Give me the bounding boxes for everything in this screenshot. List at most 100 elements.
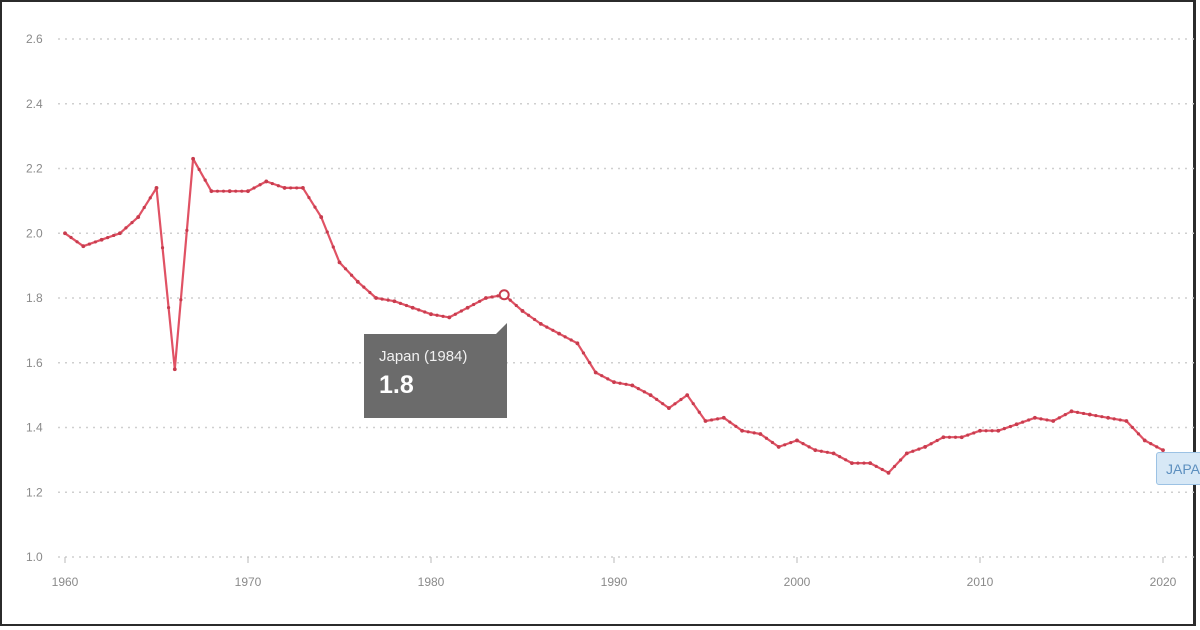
data-point[interactable] xyxy=(813,448,818,453)
data-point[interactable] xyxy=(538,322,543,326)
data-point[interactable] xyxy=(319,215,324,219)
data-point[interactable] xyxy=(776,445,781,449)
data-point[interactable] xyxy=(1161,448,1165,453)
data-point[interactable] xyxy=(337,260,342,265)
data-point[interactable] xyxy=(703,419,708,423)
line-dot xyxy=(106,235,110,240)
y-tick-label: 2.6 xyxy=(26,32,43,46)
line-dot xyxy=(587,360,592,365)
data-point[interactable] xyxy=(575,341,580,346)
line-dot xyxy=(276,184,280,188)
line-dot xyxy=(1100,415,1104,419)
data-point[interactable] xyxy=(667,406,671,410)
line-dot xyxy=(990,429,994,433)
data-point[interactable] xyxy=(520,309,525,313)
data-point[interactable] xyxy=(1051,419,1056,423)
data-point[interactable] xyxy=(282,186,287,190)
line-dot xyxy=(331,245,335,249)
line-dot xyxy=(801,442,805,446)
data-point[interactable] xyxy=(721,415,726,420)
line-dot xyxy=(807,445,811,449)
line-dot xyxy=(234,189,238,193)
line-dot xyxy=(417,308,421,312)
line-dot xyxy=(1130,425,1135,430)
data-point[interactable] xyxy=(429,312,433,317)
y-tick-label: 2.2 xyxy=(26,162,43,176)
line-dot xyxy=(221,189,226,193)
data-point[interactable] xyxy=(1069,409,1074,414)
data-point[interactable] xyxy=(868,461,873,466)
line-dot xyxy=(1002,427,1006,431)
line-dot xyxy=(166,305,171,310)
data-point[interactable] xyxy=(941,435,946,440)
line-dot xyxy=(600,374,604,378)
data-point[interactable] xyxy=(227,189,232,194)
data-point[interactable] xyxy=(648,393,653,398)
data-point[interactable] xyxy=(264,179,269,184)
data-point[interactable] xyxy=(850,461,854,466)
y-tick-label: 1.4 xyxy=(26,421,43,435)
line-dot xyxy=(1094,414,1098,418)
data-point[interactable] xyxy=(246,189,250,194)
data-point[interactable] xyxy=(740,428,744,433)
line-dot xyxy=(313,205,317,209)
data-point[interactable] xyxy=(886,470,891,475)
data-point[interactable] xyxy=(301,186,305,190)
line-dot xyxy=(618,381,622,385)
data-point[interactable] xyxy=(795,438,799,443)
data-point[interactable] xyxy=(685,393,690,398)
line-dot xyxy=(691,402,695,406)
line-dot xyxy=(514,303,518,308)
data-point[interactable] xyxy=(593,370,598,375)
data-point[interactable] xyxy=(81,244,86,249)
data-point[interactable] xyxy=(410,305,415,310)
data-point[interactable] xyxy=(99,237,104,242)
line-dot xyxy=(240,189,244,193)
data-point[interactable] xyxy=(209,189,214,194)
data-point[interactable] xyxy=(465,305,470,310)
data-point[interactable] xyxy=(612,380,616,385)
line-dot xyxy=(185,228,189,232)
x-tick-label: 1960 xyxy=(52,575,79,589)
line-dot xyxy=(1021,420,1025,424)
line-dot xyxy=(1155,445,1159,449)
data-point[interactable] xyxy=(904,451,909,456)
data-point[interactable] xyxy=(1014,422,1019,427)
data-point[interactable] xyxy=(447,315,452,320)
data-point[interactable] xyxy=(923,445,927,449)
data-point[interactable] xyxy=(392,299,397,304)
data-point[interactable] xyxy=(63,231,67,236)
data-point[interactable] xyxy=(996,428,1001,433)
data-point[interactable] xyxy=(959,435,964,440)
data-point[interactable] xyxy=(172,367,177,372)
data-point[interactable] xyxy=(1106,415,1110,420)
line-dot xyxy=(325,230,329,234)
data-point[interactable] xyxy=(118,231,122,236)
data-point[interactable] xyxy=(1124,419,1129,423)
data-point[interactable] xyxy=(136,215,141,219)
y-tick-label: 2.0 xyxy=(26,226,43,240)
data-point[interactable] xyxy=(978,428,982,433)
data-point[interactable] xyxy=(557,331,561,336)
data-point[interactable] xyxy=(154,186,159,190)
hover-point-marker[interactable] xyxy=(498,289,510,301)
data-point[interactable] xyxy=(831,451,836,456)
data-point[interactable] xyxy=(484,296,488,300)
line-dot xyxy=(661,402,665,406)
line-dot xyxy=(160,246,165,250)
data-point[interactable] xyxy=(191,156,196,161)
line-dot xyxy=(179,298,183,302)
y-tick-label: 1.0 xyxy=(26,550,43,564)
line-dot xyxy=(563,335,567,339)
line-dot xyxy=(1118,418,1122,422)
data-point[interactable] xyxy=(1087,412,1092,417)
data-point[interactable] xyxy=(374,296,378,300)
data-point[interactable] xyxy=(355,279,360,284)
data-point[interactable] xyxy=(1033,415,1037,420)
data-point[interactable] xyxy=(1142,438,1147,443)
series-end-label[interactable]: JAPAN xyxy=(1156,452,1200,485)
data-point[interactable] xyxy=(630,383,635,388)
data-point[interactable] xyxy=(758,432,763,436)
line-dot xyxy=(423,310,427,314)
